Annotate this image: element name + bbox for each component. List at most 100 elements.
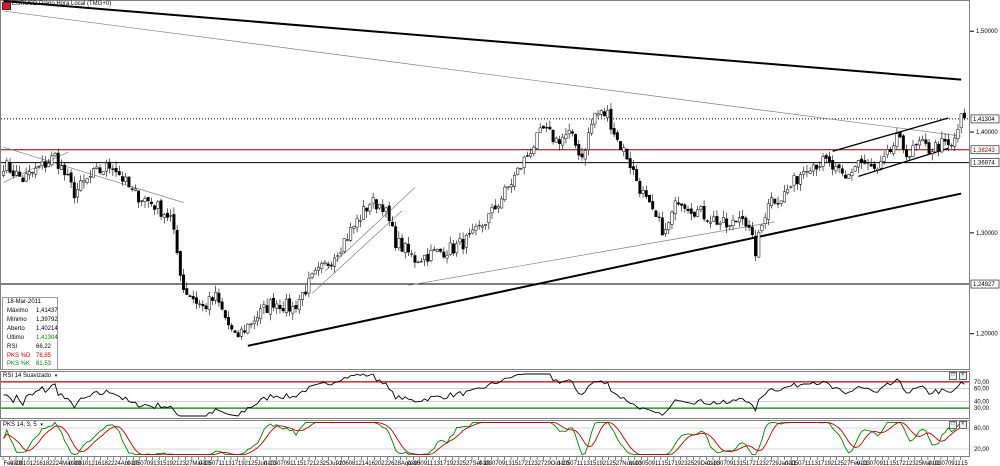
time-label: 15 xyxy=(590,461,597,466)
close-panel-icon[interactable]: × xyxy=(958,372,967,380)
time-label: 05 xyxy=(564,461,571,466)
candle-body xyxy=(570,131,574,134)
candle-body xyxy=(876,168,880,171)
data-row: Último 1,41304 xyxy=(7,335,58,343)
time-label: 17 xyxy=(746,461,753,466)
candle-body xyxy=(532,146,536,154)
time-label: Jun-10 xyxy=(258,461,277,466)
candle-body xyxy=(188,295,192,297)
time-label: 15 xyxy=(889,461,896,466)
time-label: 13 xyxy=(225,461,232,466)
time-label: 17 xyxy=(440,461,447,466)
time-label: 09 xyxy=(420,461,427,466)
candle-body xyxy=(490,207,494,214)
candle-body xyxy=(686,208,690,211)
candle-body xyxy=(856,160,860,168)
time-label: 01 xyxy=(557,461,564,466)
candle-body xyxy=(850,172,854,176)
time-label: 18 xyxy=(101,461,108,466)
candle-body xyxy=(744,217,748,227)
time-label: 15 xyxy=(297,461,304,466)
time-label: 09 xyxy=(948,461,955,466)
close-panel-icon[interactable]: × xyxy=(958,421,967,429)
time-label: 11 xyxy=(427,461,434,466)
candle-body xyxy=(956,129,960,139)
candle-body xyxy=(564,134,568,139)
chevron-down-icon[interactable]: ▾ xyxy=(54,373,58,379)
candle-body xyxy=(217,292,221,303)
candle-body xyxy=(905,149,909,157)
time-label: 08 xyxy=(17,461,24,466)
candle-body xyxy=(606,110,610,119)
rsi-axis-label: 40,00 xyxy=(974,400,990,406)
stoch-axis-label: 20,00 xyxy=(974,447,990,453)
candle-body xyxy=(901,135,905,150)
chevron-down-icon[interactable]: ▾ xyxy=(40,422,43,428)
price-panel[interactable] xyxy=(0,0,970,370)
candle-body xyxy=(27,171,31,176)
candle-body xyxy=(211,297,214,301)
candle-body xyxy=(429,250,433,261)
time-label: 09 xyxy=(648,461,655,466)
candle-body xyxy=(763,217,767,224)
time-label: 21 xyxy=(525,461,532,466)
time-label: 01 xyxy=(629,461,636,466)
stochastic-panel[interactable]: 80,00 20,00 xyxy=(0,420,990,457)
candle-body xyxy=(214,292,218,301)
time-label: 21 xyxy=(753,461,760,466)
time-label: Mai-10 xyxy=(192,461,211,466)
candle-body xyxy=(844,174,847,179)
time-label: 25 xyxy=(837,461,844,466)
candle-body xyxy=(911,145,915,157)
time-label: 27 xyxy=(186,461,193,466)
time-label: 12 xyxy=(355,461,362,466)
price-label: 1,50000 xyxy=(976,29,998,35)
candle-body xyxy=(696,209,700,217)
candle-body xyxy=(921,139,925,142)
rsi-axis-label: 30,00 xyxy=(974,406,990,412)
data-window: 18-Mar-2011 Máximo 1,41437 Mínimo 1,3979… xyxy=(2,297,58,370)
candle-body xyxy=(342,238,346,252)
rsi-axis-label: 70,00 xyxy=(974,380,990,386)
time-label: 17 xyxy=(518,461,525,466)
time-label: Abr-10 xyxy=(121,461,140,466)
time-label: 22 xyxy=(108,461,115,466)
candle-body xyxy=(789,186,793,188)
price-level-label: 1,36974 xyxy=(973,161,995,167)
candle-body xyxy=(962,112,966,119)
minimize-panel-icon[interactable]: □ xyxy=(949,421,957,429)
candle-body xyxy=(79,180,83,191)
candle-body xyxy=(480,225,484,228)
candle-body xyxy=(513,174,516,187)
time-label: 11 xyxy=(954,461,961,466)
time-label: 23 xyxy=(453,461,460,466)
price-label: 1,40000 xyxy=(976,130,998,136)
candle-body xyxy=(728,225,732,227)
time-label: 03 xyxy=(486,461,493,466)
candle-body xyxy=(731,219,735,226)
candle-body xyxy=(474,226,478,231)
candle-body xyxy=(448,242,452,255)
candle-body xyxy=(837,164,841,169)
candle-body xyxy=(317,266,320,271)
candle-body xyxy=(345,239,349,241)
minimize-panel-icon[interactable]: □ xyxy=(949,372,957,380)
data-row: PKS %K 81,53 xyxy=(7,361,55,369)
trendline xyxy=(832,117,949,152)
candle-body xyxy=(339,251,343,254)
candle-body xyxy=(320,263,324,270)
rsi-line xyxy=(3,373,965,417)
candle-body xyxy=(847,174,851,179)
time-label: 25 xyxy=(687,461,694,466)
candle-body xyxy=(496,206,500,209)
candle-body xyxy=(291,306,295,314)
candle-body xyxy=(596,113,600,116)
candle-body xyxy=(5,160,9,171)
time-label: 23 xyxy=(179,461,186,466)
candle-body xyxy=(667,222,671,231)
time-label: 25 xyxy=(323,461,330,466)
candle-body xyxy=(892,145,896,154)
time-label: 26 xyxy=(388,461,395,466)
time-label: 03 xyxy=(635,461,642,466)
